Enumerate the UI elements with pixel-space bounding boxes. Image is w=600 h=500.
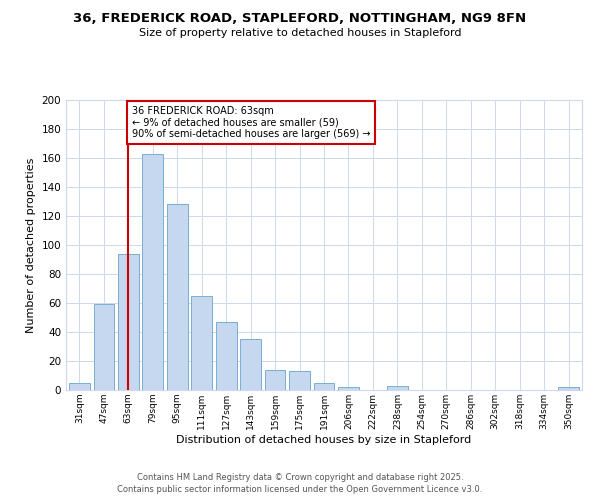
Bar [314,383,334,390]
Text: 36, FREDERICK ROAD, STAPLEFORD, NOTTINGHAM, NG9 8FN: 36, FREDERICK ROAD, STAPLEFORD, NOTTINGH… [73,12,527,26]
Text: Contains public sector information licensed under the Open Government Licence v3: Contains public sector information licen… [118,485,482,494]
Y-axis label: Number of detached properties: Number of detached properties [26,158,36,332]
Bar [118,254,139,390]
X-axis label: Distribution of detached houses by size in Stapleford: Distribution of detached houses by size … [176,434,472,444]
Bar [191,296,212,390]
Bar [142,154,163,390]
Bar [558,387,579,390]
Bar [265,370,286,390]
Bar [338,387,359,390]
Text: 36 FREDERICK ROAD: 63sqm
← 9% of detached houses are smaller (59)
90% of semi-de: 36 FREDERICK ROAD: 63sqm ← 9% of detache… [132,106,371,139]
Bar [216,322,236,390]
Bar [69,383,90,390]
Text: Contains HM Land Registry data © Crown copyright and database right 2025.: Contains HM Land Registry data © Crown c… [137,472,463,482]
Bar [387,386,408,390]
Bar [240,339,261,390]
Bar [289,371,310,390]
Bar [167,204,188,390]
Bar [94,304,114,390]
Text: Size of property relative to detached houses in Stapleford: Size of property relative to detached ho… [139,28,461,38]
